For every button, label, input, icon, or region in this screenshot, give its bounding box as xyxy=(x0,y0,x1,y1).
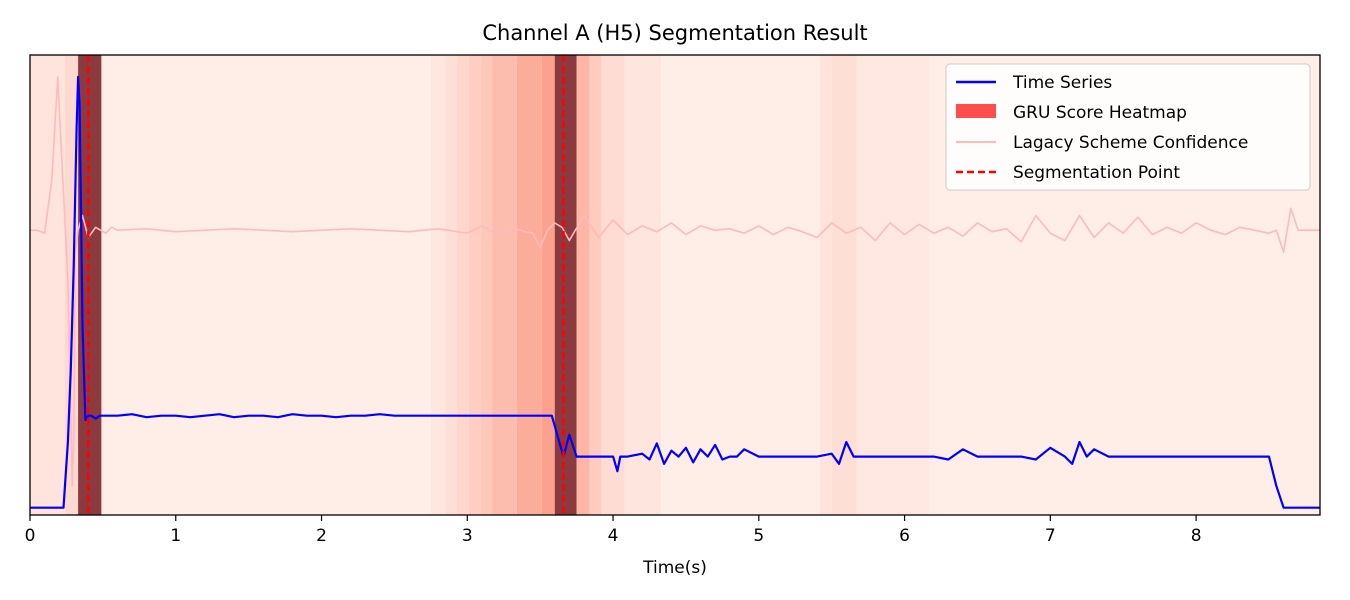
heatmap-band xyxy=(430,55,446,515)
legacy-confidence-line xyxy=(30,76,1320,487)
heatmap-band xyxy=(624,55,662,515)
time-series-line xyxy=(30,75,1320,509)
legend-label-gru-heatmap: GRU Score Heatmap xyxy=(1013,103,1187,123)
heatmap-band xyxy=(457,55,469,515)
x-tick-label: 8 xyxy=(1191,526,1202,546)
heatmap-band xyxy=(30,55,65,515)
heatmap-band xyxy=(554,55,577,515)
heatmap-band xyxy=(661,55,821,515)
heatmap-band xyxy=(101,55,431,515)
legend-swatch-gru-heatmap xyxy=(956,104,996,118)
x-tick-label: 4 xyxy=(608,526,619,546)
heatmap-band xyxy=(492,55,517,515)
heatmap-band xyxy=(468,55,481,515)
x-axis: 0 1 2 3 4 5 6 7 8 xyxy=(25,515,1202,546)
heatmap-band xyxy=(589,55,602,515)
legend-label-segmentation-point: Segmentation Point xyxy=(1013,163,1180,183)
heatmap-band xyxy=(516,55,542,515)
heatmap-band xyxy=(831,55,857,515)
legend-label-legacy-confidence: Lagacy Scheme Confidence xyxy=(1013,133,1248,153)
x-tick-label: 2 xyxy=(316,526,327,546)
x-tick-label: 1 xyxy=(170,526,181,546)
heatmap-band xyxy=(541,55,555,515)
heatmap-band xyxy=(601,55,625,515)
legend-label-time-series: Time Series xyxy=(1012,73,1112,93)
x-tick-label: 3 xyxy=(462,526,473,546)
heatmap-band xyxy=(445,55,458,515)
x-tick-label: 0 xyxy=(25,526,36,546)
plot-frame xyxy=(29,54,1321,516)
legend-box xyxy=(945,63,1311,191)
x-axis-label: Time(s) xyxy=(642,558,707,578)
heatmap-band xyxy=(576,55,590,515)
chart-title: Channel A (H5) Segmentation Result xyxy=(482,21,867,45)
x-tick-label: 5 xyxy=(753,526,764,546)
x-tick-label: 6 xyxy=(899,526,910,546)
heatmap-band xyxy=(856,55,930,515)
series-layer xyxy=(30,75,1320,509)
legend: Time Series GRU Score Heatmap Lagacy Sch… xyxy=(945,63,1311,191)
heatmap-band xyxy=(820,55,832,515)
x-tick-label: 7 xyxy=(1045,526,1056,546)
heatmap-band xyxy=(480,55,493,515)
